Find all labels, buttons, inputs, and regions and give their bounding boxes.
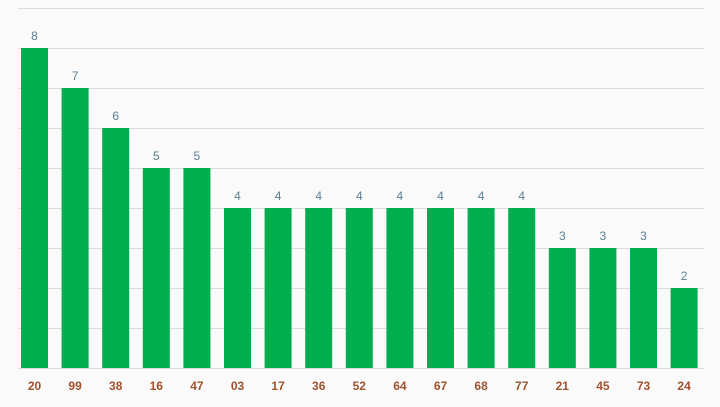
value-labels: 8 7 6 5 5 4 4 4 4 4 4 4 4 3 3 3 2 (31, 29, 688, 283)
bar-21[interactable] (548, 248, 576, 368)
bars (21, 48, 698, 368)
value-label-20: 8 (31, 29, 38, 43)
x-tick-label-36: 36 (312, 379, 326, 393)
value-label-47: 5 (194, 149, 201, 163)
x-tick-label-20: 20 (28, 379, 42, 393)
value-label-67: 4 (437, 189, 444, 203)
bar-64[interactable] (386, 208, 414, 368)
bar-73[interactable] (630, 248, 657, 368)
x-tick-label-03: 03 (231, 379, 245, 393)
bar-52[interactable] (345, 208, 373, 368)
value-label-77: 4 (518, 189, 525, 203)
x-tick-label-16: 16 (150, 379, 164, 393)
bar-77[interactable] (508, 208, 536, 368)
value-label-45: 3 (600, 229, 607, 243)
x-tick-label-73: 73 (637, 379, 651, 393)
value-label-17: 4 (275, 189, 282, 203)
value-label-24: 2 (681, 269, 688, 283)
bar-03[interactable] (224, 208, 251, 368)
value-label-21: 3 (559, 229, 566, 243)
bar-36[interactable] (305, 208, 333, 368)
x-tick-label-38: 38 (109, 379, 123, 393)
x-tick-label-68: 68 (474, 379, 488, 393)
x-tick-label-47: 47 (190, 379, 204, 393)
bar-20[interactable] (21, 48, 48, 368)
bar-45[interactable] (589, 248, 617, 368)
x-tick-label-45: 45 (596, 379, 610, 393)
bar-47[interactable] (183, 168, 211, 368)
value-label-52: 4 (356, 189, 363, 203)
x-tick-label-77: 77 (515, 379, 529, 393)
x-tick-label-21: 21 (556, 379, 570, 393)
x-tick-label-67: 67 (434, 379, 448, 393)
x-tick-label-24: 24 (677, 379, 691, 393)
x-tick-label-64: 64 (393, 379, 407, 393)
value-label-16: 5 (153, 149, 160, 163)
value-label-99: 7 (72, 69, 79, 83)
bar-67[interactable] (427, 208, 454, 368)
bar-99[interactable] (61, 88, 89, 368)
value-label-73: 3 (640, 229, 647, 243)
value-label-36: 4 (315, 189, 322, 203)
value-label-38: 6 (112, 109, 119, 123)
value-label-64: 4 (397, 189, 404, 203)
bar-17[interactable] (264, 208, 292, 368)
x-axis-tick-labels: 20 99 38 16 47 03 17 36 52 64 67 68 77 21 45 73 24 (28, 379, 691, 393)
x-tick-label-52: 52 (353, 379, 367, 393)
value-label-03: 4 (234, 189, 241, 203)
bar-68[interactable] (467, 208, 495, 368)
bar-16[interactable] (142, 168, 170, 368)
value-label-68: 4 (478, 189, 485, 203)
bar-24[interactable] (670, 288, 698, 368)
bar-38[interactable] (102, 128, 130, 368)
x-tick-label-17: 17 (271, 379, 285, 393)
x-tick-label-99: 99 (68, 379, 82, 393)
